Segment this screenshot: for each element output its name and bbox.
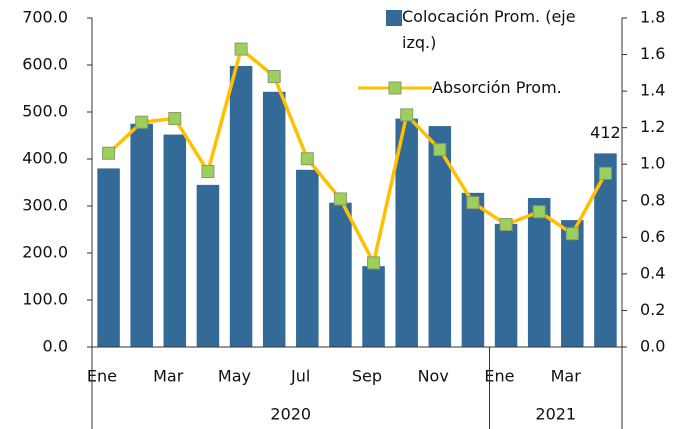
bar: [329, 202, 352, 347]
marker: [300, 152, 314, 166]
bar: [262, 91, 286, 347]
marker: [201, 165, 215, 179]
marker: [565, 227, 579, 241]
legend-label: Absorción Prom.: [432, 78, 562, 97]
legend-swatch: [386, 10, 402, 26]
bar: [229, 65, 253, 347]
bar: [594, 153, 617, 347]
bar: [461, 192, 485, 347]
y-tick-label: 400.0: [22, 149, 68, 168]
y2-tick-label: 0.6: [640, 227, 665, 246]
y-tick-label: 500.0: [22, 102, 68, 121]
legend-marker: [388, 81, 402, 95]
marker: [333, 192, 347, 206]
y-tick-label: 100.0: [22, 290, 68, 309]
group-label: 2021: [535, 405, 576, 424]
marker: [234, 42, 248, 56]
y2-tick-label: 1.4: [640, 81, 665, 100]
bar: [130, 123, 153, 347]
y-tick-label: 600.0: [22, 55, 68, 74]
y2-tick-label: 0.0: [640, 337, 665, 356]
marker: [135, 115, 149, 129]
y-tick-label: 300.0: [22, 196, 68, 215]
bar: [494, 223, 518, 347]
y2-tick-label: 1.6: [640, 44, 665, 63]
x-tick-label: Mar: [153, 367, 184, 386]
bar: [428, 126, 452, 347]
bar: [561, 220, 584, 347]
y2-tick-label: 0.2: [640, 300, 665, 319]
marker: [433, 143, 447, 157]
line: [107, 47, 607, 265]
bar: [163, 134, 187, 347]
y-tick-label: 700.0: [22, 8, 68, 27]
marker: [267, 69, 281, 83]
y2-tick-label: 1.2: [640, 117, 665, 136]
bar: [296, 169, 319, 347]
x-tick-label: Ene: [87, 367, 117, 386]
x-tick-label: Nov: [418, 367, 449, 386]
bar: [527, 198, 551, 347]
y-tick-label: 0.0: [43, 337, 68, 356]
marker: [466, 196, 480, 210]
marker: [102, 146, 116, 160]
bar: [362, 266, 385, 347]
data-label: 412: [590, 123, 621, 142]
x-tick-label: Ene: [484, 367, 514, 386]
x-tick-label: Jul: [290, 367, 310, 386]
x-tick-label: May: [218, 367, 251, 386]
legend-label: Colocación Prom. (eje izq.): [402, 7, 576, 52]
marker: [168, 112, 182, 126]
x-tick-label: Mar: [551, 367, 582, 386]
bar: [395, 118, 418, 347]
group-label: 2020: [270, 405, 311, 424]
marker: [499, 218, 513, 232]
marker: [367, 256, 381, 270]
bar: [97, 168, 120, 347]
marker: [400, 108, 414, 122]
y-tick-label: 200.0: [22, 243, 68, 262]
y2-tick-label: 1.0: [640, 154, 665, 173]
y2-tick-label: 1.8: [640, 8, 665, 27]
bar: [196, 184, 220, 347]
marker: [532, 205, 546, 219]
marker: [598, 166, 612, 180]
y2-tick-label: 0.8: [640, 190, 665, 209]
x-tick-label: Sep: [352, 367, 382, 386]
y2-tick-label: 0.4: [640, 263, 665, 282]
